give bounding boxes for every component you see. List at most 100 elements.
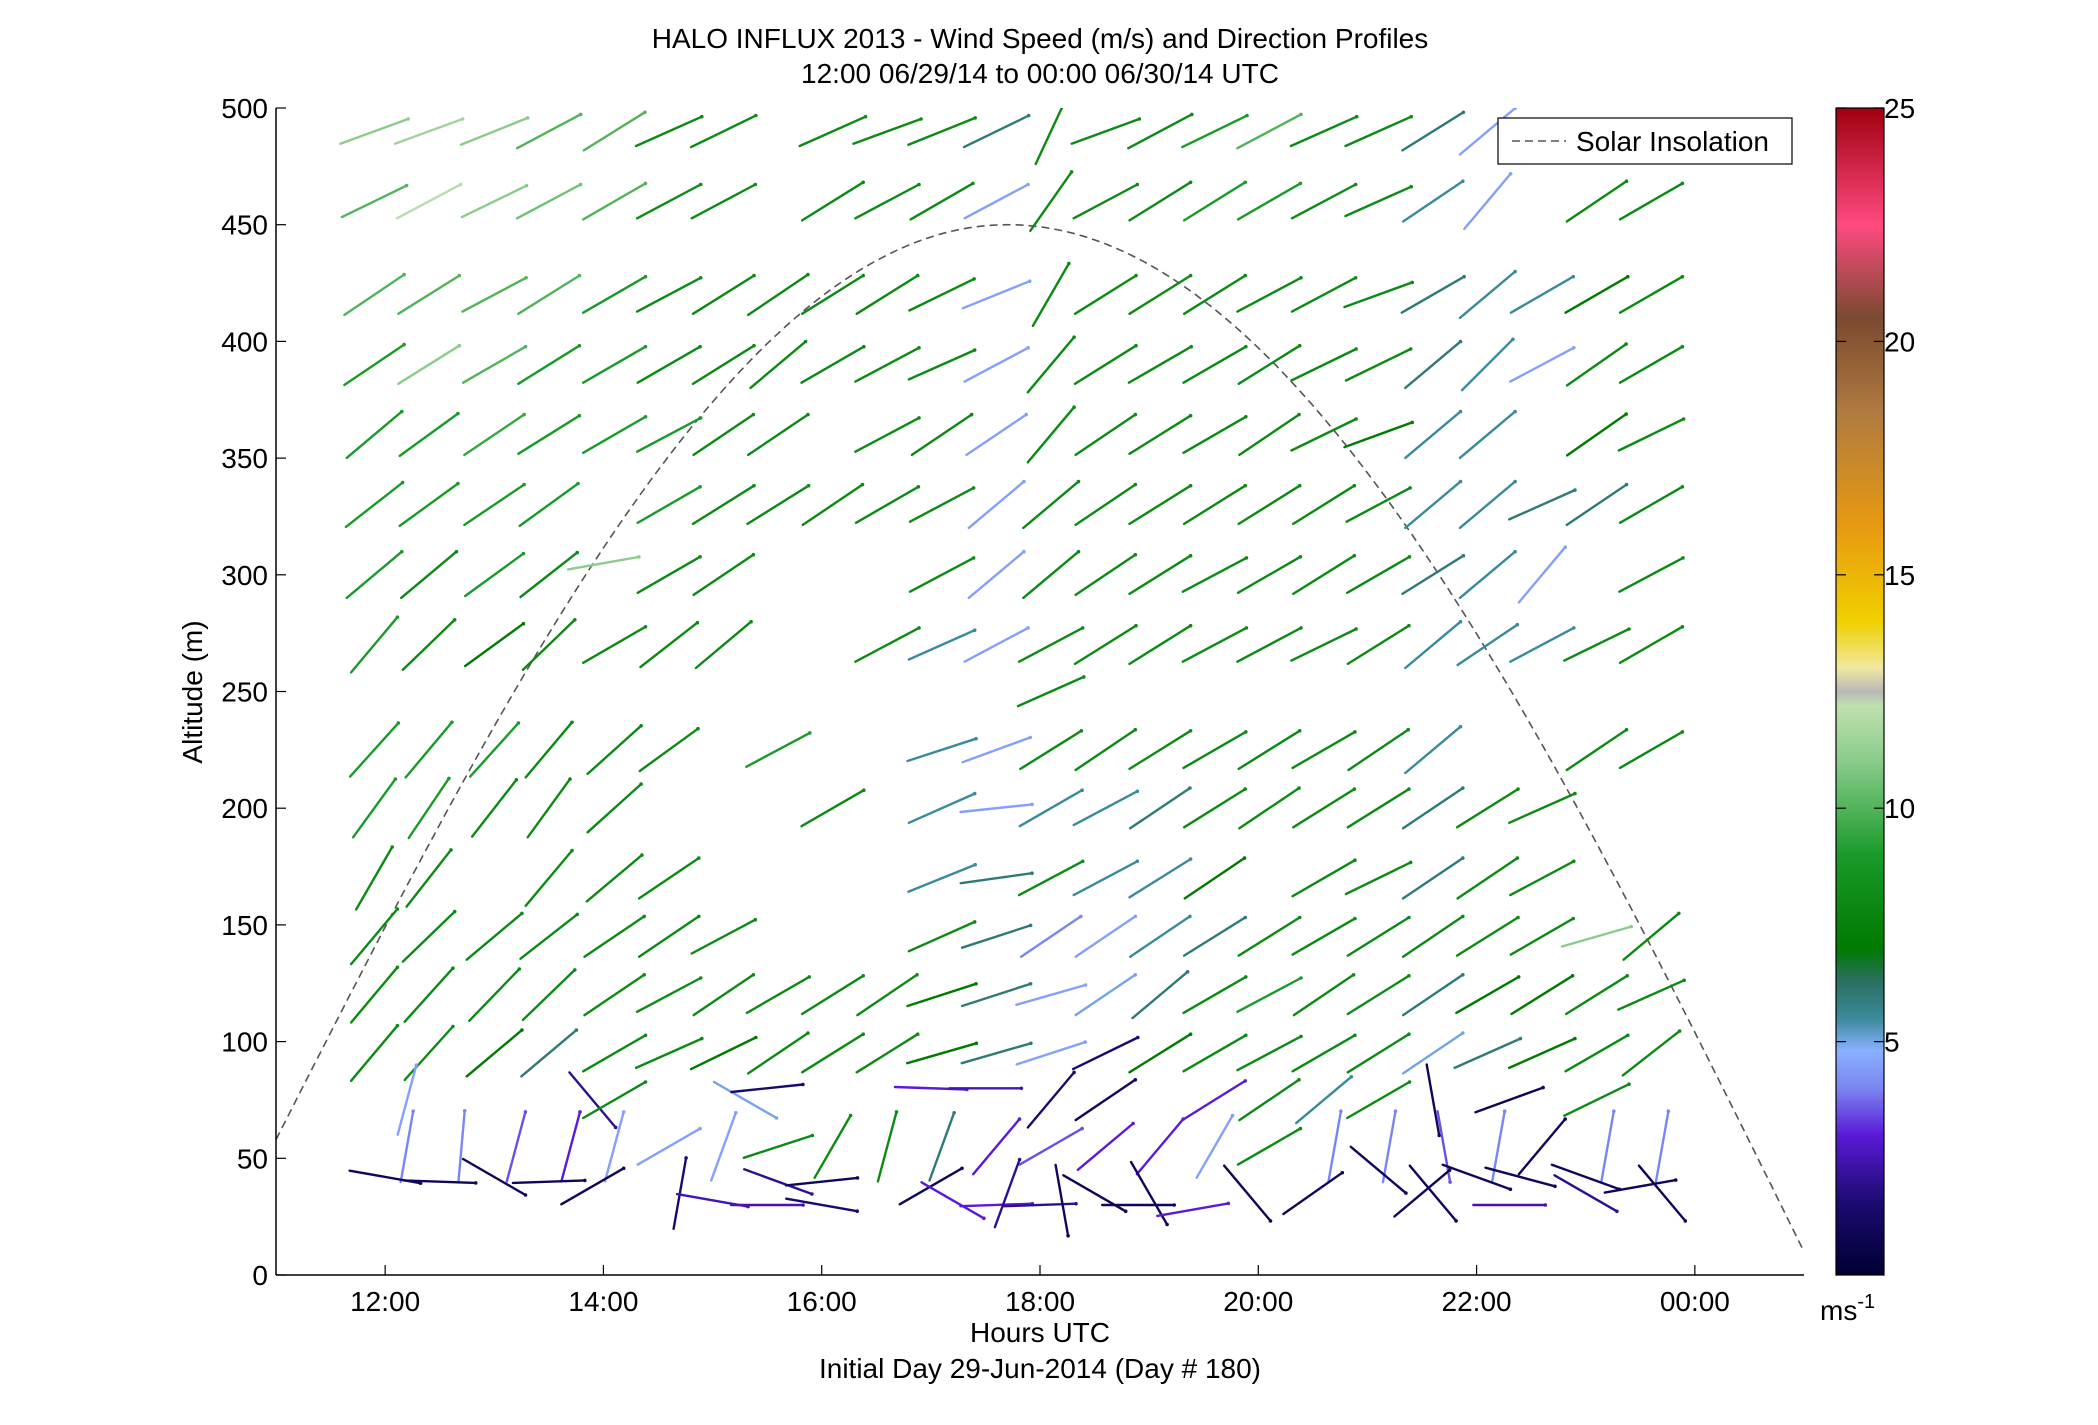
wind-vector (742, 1133, 815, 1160)
wind-vector-shaft (1022, 550, 1080, 600)
wind-vector (856, 973, 919, 1017)
wind-vector (800, 974, 865, 1016)
wind-vector-shaft (1345, 486, 1412, 523)
wind-vector (1074, 914, 1138, 958)
wind-vector-shaft (349, 616, 399, 674)
wind-vector-head (695, 620, 700, 625)
wind-vector-shaft (1182, 1034, 1248, 1073)
wind-vector-head (1409, 184, 1413, 189)
wind-vector-head (577, 413, 582, 418)
wind-vector-shaft (972, 1117, 1021, 1176)
wind-vector-head (516, 721, 521, 725)
wind-vector-head (452, 909, 457, 914)
wind-vector-head (917, 416, 921, 420)
wind-vector-head (1244, 1033, 1248, 1038)
wind-vector-head (1243, 1079, 1247, 1083)
wind-vector-shaft (635, 416, 702, 453)
wind-vector (692, 552, 756, 597)
wind-vector-shaft (1236, 1127, 1302, 1166)
colorbar-tick-label: 20 (1884, 326, 1915, 357)
wind-vector-head (861, 180, 865, 185)
wind-vector-head (1074, 1201, 1078, 1206)
wind-vector (1072, 182, 1140, 220)
wind-vector-head (698, 344, 702, 349)
wind-vector-shaft (1458, 410, 1517, 460)
wind-vector (1509, 346, 1576, 383)
wind-vector (505, 1110, 528, 1183)
wind-vector-shaft (343, 343, 406, 387)
wind-vector-shaft (402, 1179, 477, 1185)
wind-vector-head (1615, 1209, 1619, 1214)
wind-vector (344, 480, 405, 529)
wind-vector (1456, 856, 1520, 900)
wind-vector-head (1352, 483, 1357, 488)
wind-vector-head (621, 1166, 626, 1171)
wind-vector (393, 117, 465, 145)
wind-vector-head (1083, 1040, 1087, 1044)
wind-vector-shaft (1128, 624, 1192, 666)
wind-vector-shaft (1401, 1031, 1465, 1075)
wind-vector-shaft (636, 345, 702, 384)
wind-vector-shaft (694, 620, 753, 670)
wind-vector-head (1135, 859, 1140, 864)
wind-vector-shaft (1034, 108, 1064, 166)
wind-vector-shaft (1509, 346, 1576, 383)
wind-vector-shaft (1408, 1164, 1458, 1223)
wind-vector (637, 914, 701, 958)
wind-vector-shaft (800, 181, 865, 222)
wind-vector (1015, 983, 1088, 1006)
wind-vector-head (1354, 114, 1359, 119)
wind-vector-shaft (1017, 626, 1084, 663)
wind-vector-shaft (1347, 728, 1410, 772)
wind-vector-head (1297, 412, 1301, 417)
wind-vector-head (1677, 1029, 1682, 1033)
wind-vector (1236, 1126, 1303, 1166)
wind-vector-shaft (1072, 183, 1139, 220)
wind-vector (463, 482, 526, 527)
wind-vector-head (1682, 978, 1686, 983)
wind-vector-shaft (1618, 485, 1684, 524)
wind-vector-shaft (965, 413, 1028, 457)
wind-vector-head (1022, 479, 1026, 484)
wind-vector-head (577, 273, 582, 278)
wind-vector-shaft (1026, 406, 1076, 464)
wind-vector-shaft (1484, 1166, 1557, 1188)
wind-vector (1346, 623, 1411, 666)
wind-vector-shaft (908, 486, 975, 523)
wind-vector-head (1437, 1133, 1441, 1138)
wind-vector (1128, 273, 1193, 315)
wind-vector (1618, 344, 1685, 384)
wind-vector-shaft (1654, 1109, 1670, 1184)
wind-vector (1474, 1085, 1545, 1114)
wind-vector-shaft (1128, 915, 1192, 958)
wind-vector-head (863, 114, 868, 119)
wind-vector-head (752, 273, 756, 278)
wind-vector-head (1349, 1075, 1354, 1079)
wind-vector-head (1133, 914, 1138, 919)
wind-vector (343, 342, 406, 387)
wind-vector (1458, 108, 1517, 156)
wind-vector-shaft (582, 1034, 647, 1073)
wind-vector (517, 273, 582, 315)
wind-vector (906, 1041, 979, 1065)
wind-vector-head (460, 117, 465, 121)
wind-vector (1074, 482, 1138, 527)
wind-vector (1563, 1082, 1631, 1117)
x-tick-label: 22:00 (1442, 1286, 1512, 1317)
wind-vector (959, 871, 1034, 885)
wind-vector-shaft (1455, 975, 1520, 1015)
wind-vector-shaft (1404, 725, 1462, 775)
wind-vector (1017, 626, 1085, 663)
wind-vector (1346, 1032, 1411, 1074)
wind-vector-head (613, 1125, 618, 1130)
wind-vector-head (1570, 974, 1575, 978)
wind-vector (1290, 627, 1358, 662)
wind-vector-shaft (785, 1197, 859, 1213)
wind-vector (407, 776, 451, 840)
wind-vector-head (915, 1032, 920, 1036)
wind-vector (1400, 274, 1466, 314)
wind-vector (1128, 483, 1193, 526)
wind-vector (961, 735, 1032, 764)
wind-vector-head (1083, 983, 1088, 987)
wind-vector-shaft (517, 274, 581, 315)
